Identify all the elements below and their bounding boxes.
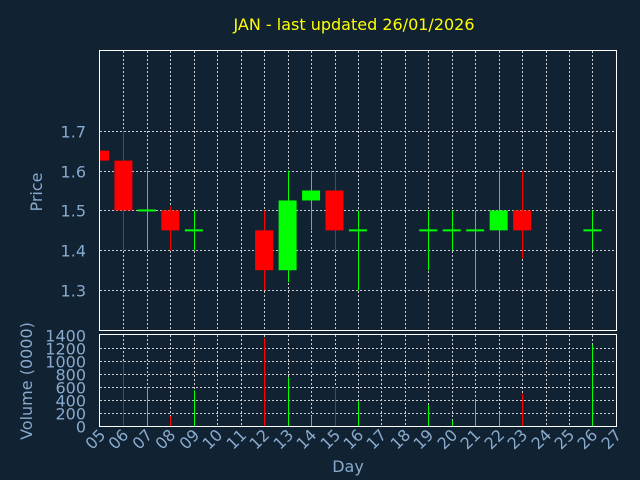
price-y-tick-label: 1.3 [61,282,86,301]
candle-body [114,160,133,211]
price-panel: 1.3 1.4 1.5 1.6 1.7 Price [27,50,617,331]
candle-body [513,210,532,231]
x-tick-label: 27 [597,425,625,453]
volume-y-tick-label: 200 [55,405,86,424]
candles [100,130,602,291]
candle-body [184,229,203,232]
volume-bars [123,338,593,426]
price-y-ticks: 1.3 1.4 1.5 1.6 1.7 [61,123,86,301]
candle-body [489,210,508,231]
candle-body [255,230,274,271]
candle-body [137,209,156,212]
price-y-axis-label: Price [27,172,46,211]
candle-body [100,150,109,161]
volume-y-tick-label: 1200 [45,340,86,359]
candle-body [325,190,344,231]
x-axis-label: Day [332,457,364,476]
price-y-tick-label: 1.7 [61,123,86,142]
candle-body [419,229,438,232]
volume-y-tick-label: 0 [76,418,86,437]
volume-y-tick-label: 800 [55,366,86,385]
volume-y-tick-label: 1400 [45,327,86,346]
price-y-tick-label: 1.4 [61,242,86,261]
volume-y-tick-label: 400 [55,392,86,411]
price-plot-frame [99,50,617,331]
candle-body [442,229,461,232]
candle-body [583,229,602,232]
candle-body [302,190,321,201]
price-y-tick-label: 1.5 [61,202,86,221]
volume-y-tick-label: 1000 [45,353,86,372]
x-axis-ticks: 0506070809101112131415161718192021222324… [81,425,625,453]
candle-body [161,210,180,231]
candle-body [348,229,367,232]
volume-grid [100,335,616,426]
volume-y-tick-label: 600 [55,379,86,398]
volume-y-axis-label: Volume (0000) [17,322,36,440]
price-y-tick-label: 1.6 [61,163,86,182]
candle-body [278,200,297,271]
volume-plot-frame [99,334,617,427]
candle-body [466,229,485,232]
chart-title: JAN - last updated 26/01/2026 [232,15,474,34]
